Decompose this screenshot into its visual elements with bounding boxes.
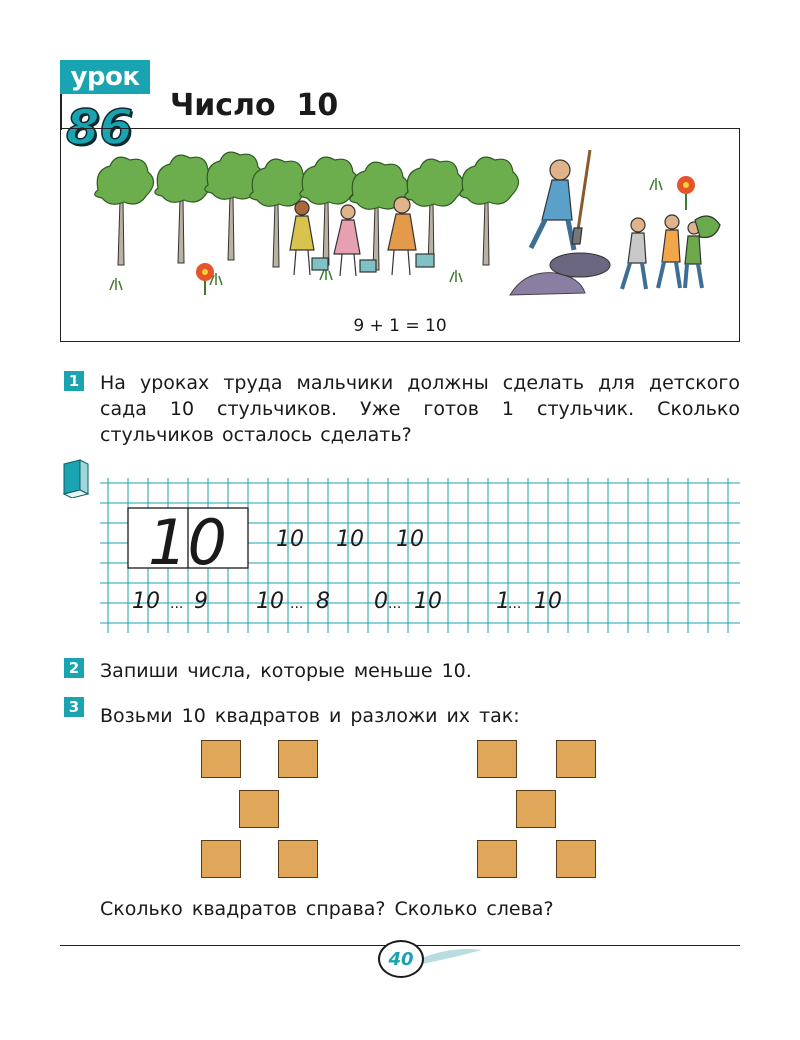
sample-number: 10: [276, 527, 304, 552]
comparison-left: 10: [132, 589, 160, 614]
tree-icon: [459, 156, 520, 266]
square-piece: [278, 740, 318, 778]
equation-caption: 9 + 1 = 10: [353, 316, 447, 336]
lesson-label: урок: [60, 60, 150, 94]
square-piece: [516, 790, 556, 828]
comparison-right: 10: [414, 589, 442, 614]
task-number-2: 2: [64, 658, 84, 678]
illustration-frame: [60, 128, 740, 342]
square-piece: [201, 740, 241, 778]
lesson-frame-line: [60, 94, 62, 130]
big-digit-sample: 10: [148, 506, 227, 579]
square-piece: [201, 840, 241, 878]
comparison-right: 8: [316, 589, 330, 614]
tree-icon: [349, 161, 410, 271]
pit-decoration: [549, 252, 611, 278]
comparison-left: 1: [496, 589, 510, 614]
task-number-1: 1: [64, 371, 84, 391]
comparison-right: 10: [534, 589, 562, 614]
tree-icon: [94, 156, 155, 266]
swoosh-decoration: [422, 949, 482, 964]
square-piece: [477, 840, 517, 878]
comparison-left: 10: [256, 589, 284, 614]
girl-figure: [289, 200, 329, 276]
square-piece: [556, 840, 596, 878]
flower-icon: [677, 176, 695, 210]
flower-icon: [196, 263, 214, 295]
tree-icon: [249, 158, 310, 268]
comparison-left: 0: [374, 589, 388, 614]
task-2-text: Запиши числа, которые меньше 10.: [100, 660, 472, 682]
comparison-blank: ...: [508, 596, 521, 612]
notebook-icon: [62, 459, 90, 498]
girl-figure: [333, 204, 377, 277]
comparison-blank: ...: [170, 596, 183, 612]
task-number-3: 3: [64, 697, 84, 717]
girl-figure: [387, 196, 435, 276]
boys-carrying-seedling-figure: [620, 214, 721, 290]
task-1-text: На уроках труда мальчики должны сделать …: [100, 372, 740, 446]
comparison-blank: ...: [290, 596, 303, 612]
tree-icon: [204, 151, 265, 261]
square-piece: [278, 840, 318, 878]
boy-with-shovel-figure: [528, 150, 592, 251]
sample-number: 10: [396, 527, 424, 552]
square-piece: [477, 740, 517, 778]
tree-icon: [299, 156, 360, 266]
stone-decoration: [509, 272, 586, 296]
illustration-trees-children: [94, 150, 721, 296]
comparison-right: 9: [194, 589, 208, 614]
sample-number: 10: [336, 527, 364, 552]
copybook-grid: 10 10 10 10 10 ... 9 10 ... 8 0 ... 10 1…: [100, 478, 740, 633]
page-title: Число 10: [170, 88, 339, 123]
question-text: Сколько квадратов справа? Сколько слева?: [100, 898, 554, 920]
tree-icon: [404, 158, 465, 268]
square-piece: [556, 740, 596, 778]
task-3-text: Возьми 10 квадратов и разложи их так:: [100, 705, 520, 727]
page-number: 40: [378, 940, 424, 978]
square-piece: [239, 790, 279, 828]
comparison-blank: ...: [388, 596, 401, 612]
tree-icon: [154, 154, 215, 264]
